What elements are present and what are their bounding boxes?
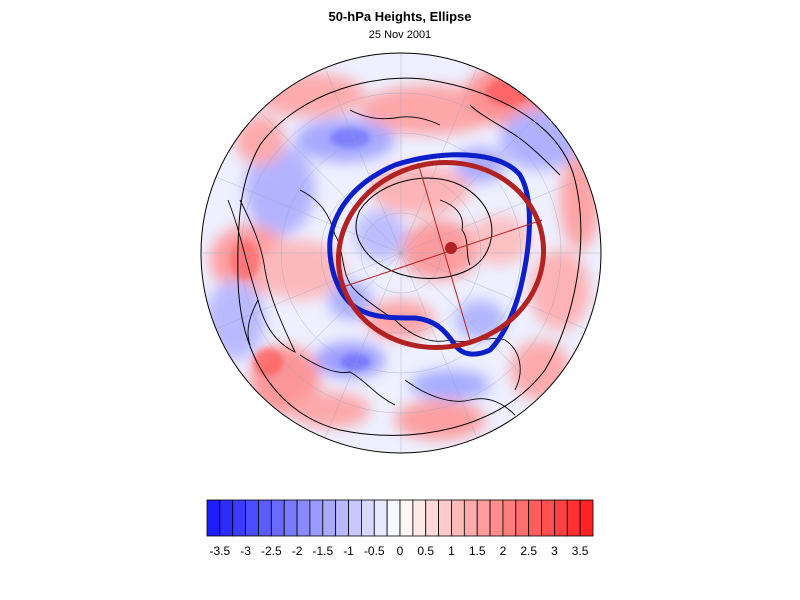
map-title: 50-hPa Heights, Ellipse: [328, 9, 472, 24]
map-date: 25 Nov 2001: [368, 29, 432, 41]
colorbar-box: [463, 499, 478, 537]
colorbar-box: [515, 499, 530, 537]
colorbar-box: [206, 499, 221, 537]
anomaly-field: [201, 53, 601, 453]
colorbar-box: [335, 499, 349, 537]
colorbar-tick-label: -1.5: [312, 544, 333, 558]
colorbar-box: [438, 499, 452, 537]
colorbar-tick-label: 1.5: [469, 544, 486, 558]
colorbar-box: [541, 499, 555, 537]
colorbar-box: [425, 499, 440, 537]
colorbar-box: [283, 499, 298, 537]
colorbar-box: [258, 499, 272, 537]
colorbar-box: [219, 499, 234, 537]
colorbar-tick-label: 0.5: [417, 544, 434, 558]
colorbar-tick-label: 3: [551, 544, 558, 558]
colorbar-tick-label: -0.5: [364, 544, 385, 558]
colorbar-box: [566, 499, 581, 537]
colorbar-box: [232, 499, 247, 537]
colorbar-box: [554, 499, 568, 537]
colorbar-box: [451, 499, 465, 537]
colorbar-box: [296, 499, 311, 537]
colorbar-tick-label: -2: [292, 544, 303, 558]
colorbar-tick-label: 2: [500, 544, 507, 558]
colorbar-box: [502, 499, 517, 537]
colorbar-tick-label: 2.5: [520, 544, 537, 558]
colorbar-tick-label: -3.5: [210, 544, 231, 558]
colorbar-box: [270, 499, 285, 537]
colorbar-box: [322, 499, 337, 537]
colorbar-box: [309, 499, 324, 537]
colorbar-tick-label: -3: [240, 544, 251, 558]
colorbar-box: [386, 499, 401, 537]
colorbar-box: [245, 499, 259, 537]
colorbar-tick-label: 0: [397, 544, 404, 558]
vortex-ellipse: [335, 159, 547, 351]
globe-border: [200, 52, 602, 454]
colorbar-tick-label: 3.5: [572, 544, 589, 558]
polar-vortex-contour: [327, 152, 532, 357]
colorbar-box: [373, 499, 388, 537]
colorbar-box: [579, 499, 594, 537]
colorbar-box: [348, 499, 362, 537]
height-contours: [237, 77, 582, 436]
colorbar-box: [489, 499, 504, 537]
colorbar-tick-label: -1: [343, 544, 354, 558]
colorbar-box: [360, 499, 375, 537]
colorbar-tick-label: 1: [448, 544, 455, 558]
colorbar-tick-label: -2.5: [261, 544, 282, 558]
colorbar-box: [412, 499, 427, 537]
colorbar-box: [399, 499, 414, 537]
colorbar-box: [528, 499, 542, 537]
colorbar-box: [476, 499, 491, 537]
